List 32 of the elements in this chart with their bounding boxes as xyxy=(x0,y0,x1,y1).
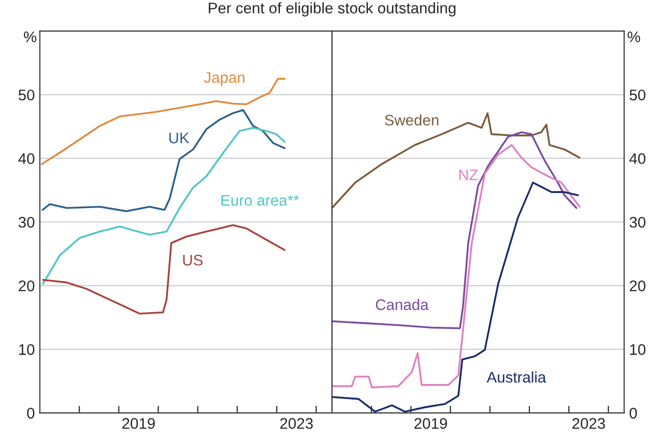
series-label: Canada xyxy=(376,298,429,310)
x-tick-label: 2019 xyxy=(414,418,447,429)
y-tick-label: 40 xyxy=(629,153,646,164)
y-tick-label: 20 xyxy=(630,280,646,292)
line-series xyxy=(332,182,579,413)
y-tick-label: 0 xyxy=(630,408,637,419)
y-axis-title: % xyxy=(628,32,640,42)
y-tick-label: 0 xyxy=(27,408,34,419)
y-axis-title: % xyxy=(24,32,36,42)
y-tick-label: 50 xyxy=(18,90,34,100)
x-tick-label: 2019 xyxy=(122,418,155,429)
line-series xyxy=(332,112,580,209)
x-tick-label: 2023 xyxy=(572,418,605,429)
series-label: Euro area** xyxy=(222,195,300,206)
line-series xyxy=(332,131,578,330)
series-label: Sweden xyxy=(384,114,438,126)
y-tick-label: 50 xyxy=(630,90,646,100)
chart-title: Per cent of eligible stock outstanding xyxy=(208,2,456,16)
series-label: UK xyxy=(169,132,190,144)
y-tick-label: 30 xyxy=(630,216,646,228)
line-series xyxy=(42,224,286,315)
y-tick-label: 10 xyxy=(19,344,34,355)
y-tick-label: 20 xyxy=(18,280,34,292)
x-tick-label: 2023 xyxy=(280,418,313,429)
series-label: Japan xyxy=(204,72,244,86)
series-label: NZ xyxy=(459,170,478,180)
y-tick-label: 10 xyxy=(630,344,646,355)
line-series xyxy=(332,144,580,388)
series-label: US xyxy=(183,254,203,266)
y-tick-label: 40 xyxy=(18,153,34,164)
series-label: Australia xyxy=(486,371,546,383)
y-tick-label: 30 xyxy=(18,216,34,228)
